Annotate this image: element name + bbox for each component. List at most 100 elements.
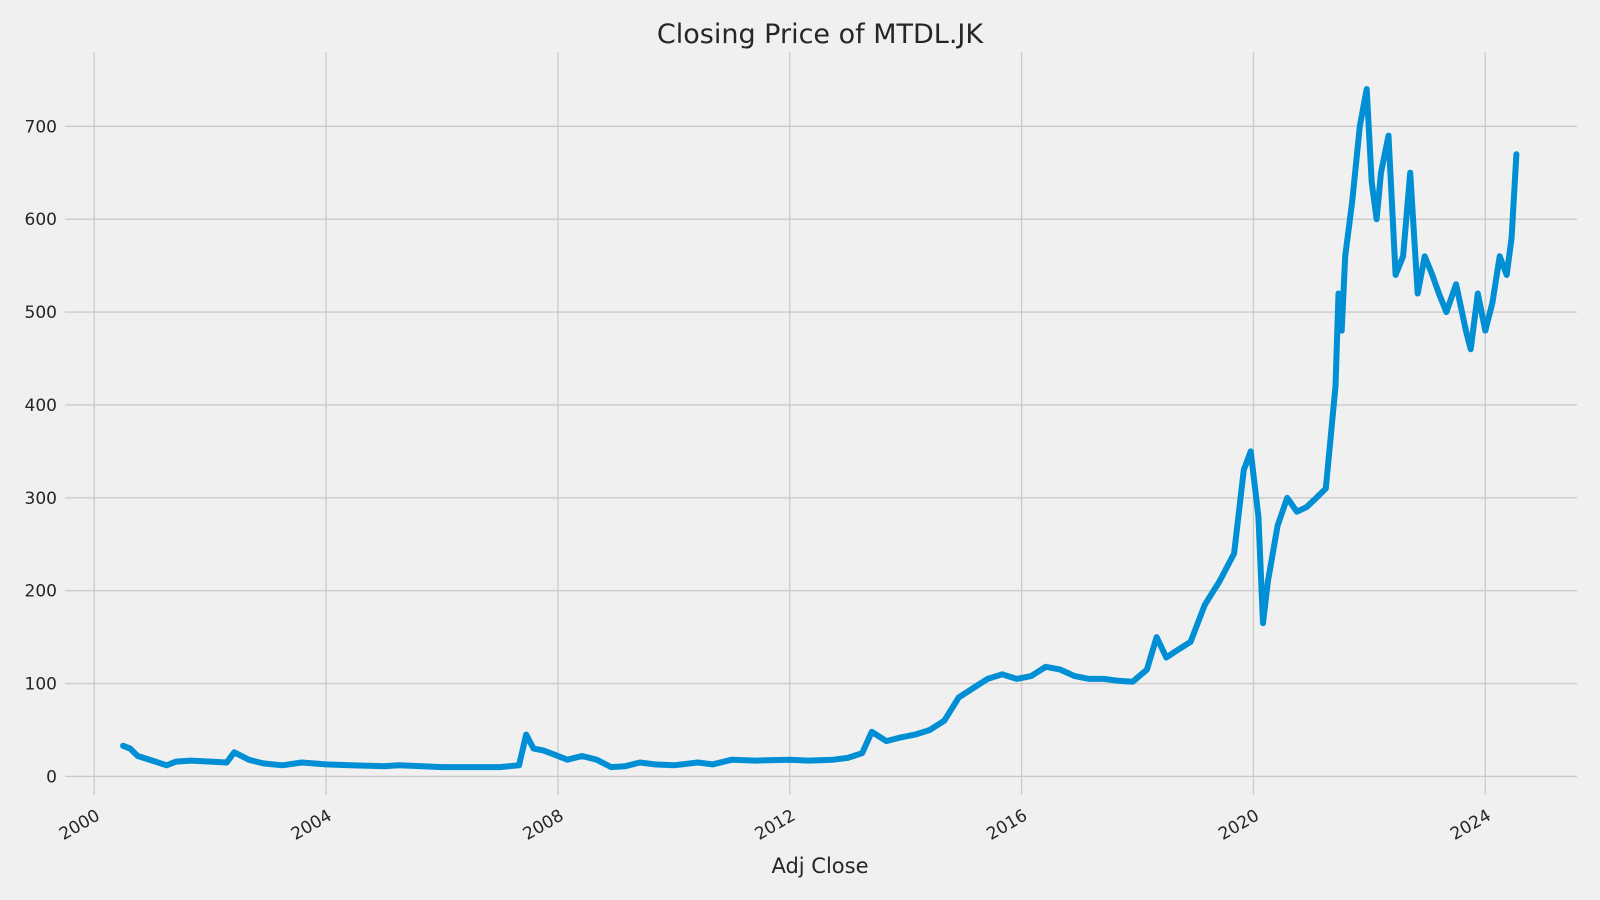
- data-point: [1072, 673, 1078, 679]
- data-point: [1364, 86, 1370, 92]
- data-point: [927, 727, 933, 733]
- data-point: [1513, 151, 1519, 157]
- y-tick-label: 700: [25, 117, 57, 137]
- data-point: [1475, 291, 1481, 296]
- data-point: [1339, 328, 1345, 334]
- y-tick-label: 200: [25, 582, 57, 602]
- data-point: [173, 759, 179, 765]
- data-point: [1453, 281, 1459, 287]
- data-point: [671, 762, 677, 768]
- data-point: [1313, 495, 1319, 501]
- data-point: [531, 746, 537, 752]
- data-point: [912, 732, 918, 738]
- data-point: [1173, 648, 1179, 654]
- data-point: [1443, 309, 1449, 315]
- data-point: [806, 758, 812, 764]
- data-point: [1231, 551, 1237, 556]
- data-point: [149, 758, 155, 764]
- data-point: [1275, 523, 1281, 529]
- data-point: [224, 760, 230, 765]
- data-point: [1284, 495, 1290, 501]
- y-tick-label: 100: [25, 675, 57, 695]
- data-point: [1369, 179, 1375, 185]
- data-point: [550, 751, 556, 757]
- data-point: [695, 760, 701, 765]
- data-point: [1248, 448, 1254, 454]
- data-point: [1400, 253, 1406, 259]
- data-point: [1028, 673, 1034, 679]
- data-point: [478, 764, 484, 770]
- data-point: [1144, 667, 1150, 673]
- data-point: [1255, 513, 1261, 519]
- data-point: [1393, 272, 1399, 278]
- data-point: [1043, 664, 1049, 670]
- data-point: [1342, 253, 1348, 259]
- data-point: [188, 758, 194, 764]
- data-point: [1294, 509, 1300, 515]
- data-point: [135, 753, 141, 759]
- data-point: [1482, 328, 1488, 334]
- data-point: [1115, 678, 1121, 684]
- data-point: [1323, 486, 1329, 491]
- data-point: [1463, 328, 1469, 334]
- data-point: [1265, 578, 1271, 584]
- data-point: [279, 762, 285, 768]
- data-point: [1407, 170, 1413, 176]
- data-point: [1188, 639, 1194, 645]
- data-point: [1468, 346, 1474, 352]
- data-point: [1357, 123, 1363, 129]
- data-point: [506, 763, 512, 769]
- data-point: [637, 760, 643, 765]
- data-point: [395, 762, 401, 768]
- x-axis-label: Adj Close: [771, 854, 868, 878]
- data-point: [898, 734, 904, 740]
- data-point: [956, 695, 962, 700]
- data-point: [120, 743, 126, 749]
- data-point: [1014, 676, 1020, 682]
- data-point: [1101, 676, 1107, 682]
- data-point: [1509, 235, 1515, 241]
- data-point: [127, 746, 133, 752]
- y-tick-label: 500: [25, 303, 57, 323]
- y-tick-label: 300: [25, 489, 57, 509]
- data-point: [579, 753, 585, 759]
- data-point: [970, 685, 976, 691]
- data-point: [420, 763, 426, 769]
- data-point: [999, 671, 1005, 677]
- data-point: [1504, 272, 1510, 278]
- data-point: [207, 759, 213, 765]
- data-point: [463, 764, 469, 770]
- data-point: [608, 764, 614, 770]
- data-point: [753, 758, 759, 764]
- y-gridlines: [65, 125, 1577, 778]
- y-tick-label: 400: [25, 396, 57, 416]
- data-point: [1349, 198, 1355, 204]
- data-point: [1163, 655, 1169, 660]
- data-point: [1154, 634, 1160, 640]
- data-point: [246, 757, 252, 763]
- y-tick-label: 600: [25, 210, 57, 230]
- data-point: [164, 762, 170, 768]
- data-point: [497, 764, 503, 770]
- data-point: [1489, 300, 1495, 306]
- series-layer: [120, 86, 1520, 771]
- data-point: [299, 760, 305, 765]
- data-point: [1415, 291, 1421, 296]
- data-point: [323, 761, 329, 767]
- data-point: [985, 676, 991, 682]
- data-point: [710, 761, 715, 767]
- data-point: [1336, 291, 1341, 296]
- data-point: [231, 749, 237, 755]
- data-point: [1378, 170, 1384, 176]
- data-point: [516, 762, 522, 768]
- chart-title: Closing Price of MTDL.JK: [657, 19, 984, 50]
- data-point: [1422, 253, 1428, 259]
- data-point: [594, 757, 600, 763]
- data-point: [1057, 667, 1063, 673]
- data-point: [869, 729, 875, 735]
- data-point: [1333, 383, 1338, 389]
- data-point: [1429, 272, 1435, 278]
